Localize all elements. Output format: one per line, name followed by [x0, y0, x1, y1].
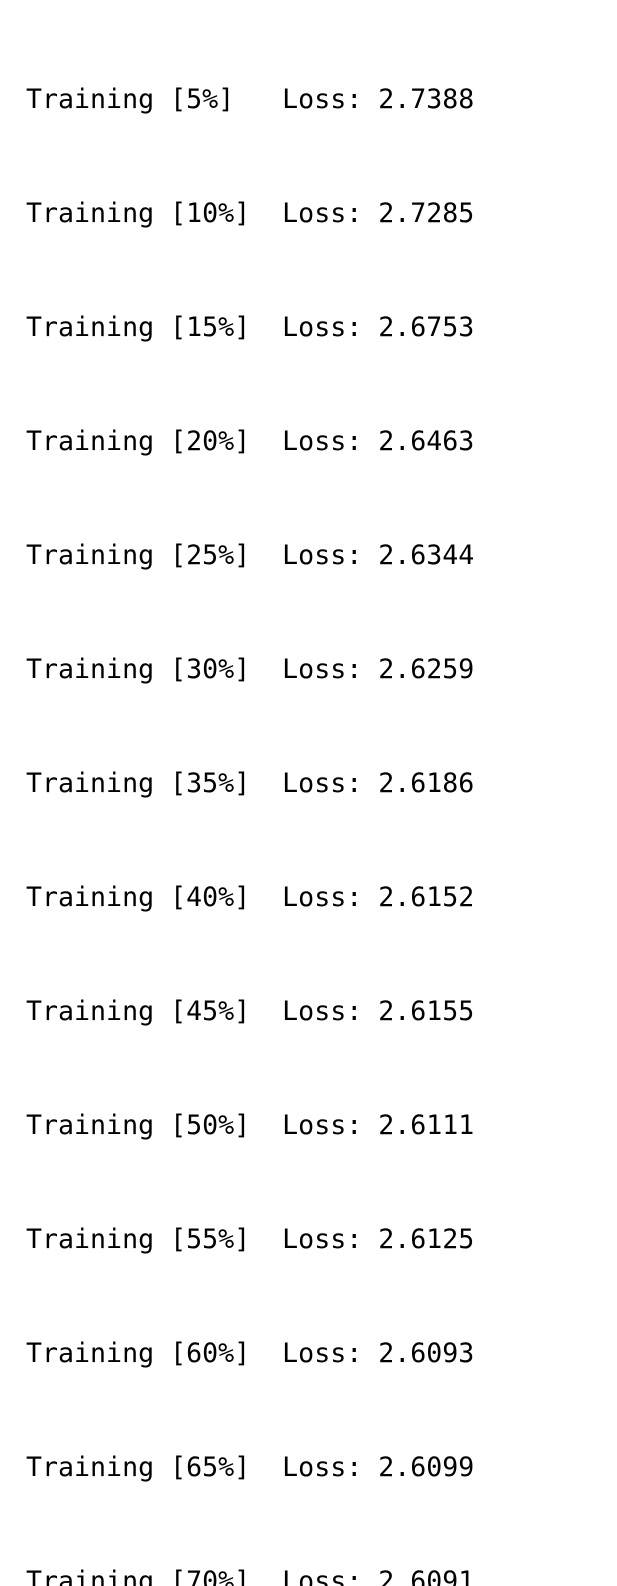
log-line: Training [40%] Loss: 2.6152: [26, 882, 475, 913]
log-line: Training [5%] Loss: 2.7388: [26, 84, 475, 115]
log-line: Training [50%] Loss: 2.6111: [26, 1110, 475, 1141]
log-line: Training [30%] Loss: 2.6259: [26, 654, 475, 685]
log-line: Training [10%] Loss: 2.7285: [26, 198, 475, 229]
log-line: Training [20%] Loss: 2.6463: [26, 426, 475, 457]
log-line: Training [60%] Loss: 2.6093: [26, 1338, 475, 1369]
log-line: Training [70%] Loss: 2.6091: [26, 1566, 475, 1586]
log-line: Training [25%] Loss: 2.6344: [26, 540, 475, 571]
log-line: Training [55%] Loss: 2.6125: [26, 1224, 475, 1255]
log-line: Training [35%] Loss: 2.6186: [26, 768, 475, 799]
log-line: Training [45%] Loss: 2.6155: [26, 996, 475, 1027]
log-line: Training [15%] Loss: 2.6753: [26, 312, 475, 343]
log-line: Training [65%] Loss: 2.6099: [26, 1452, 475, 1483]
training-log-output: Training [5%] Loss: 2.7388 Training [10%…: [26, 5, 474, 1586]
